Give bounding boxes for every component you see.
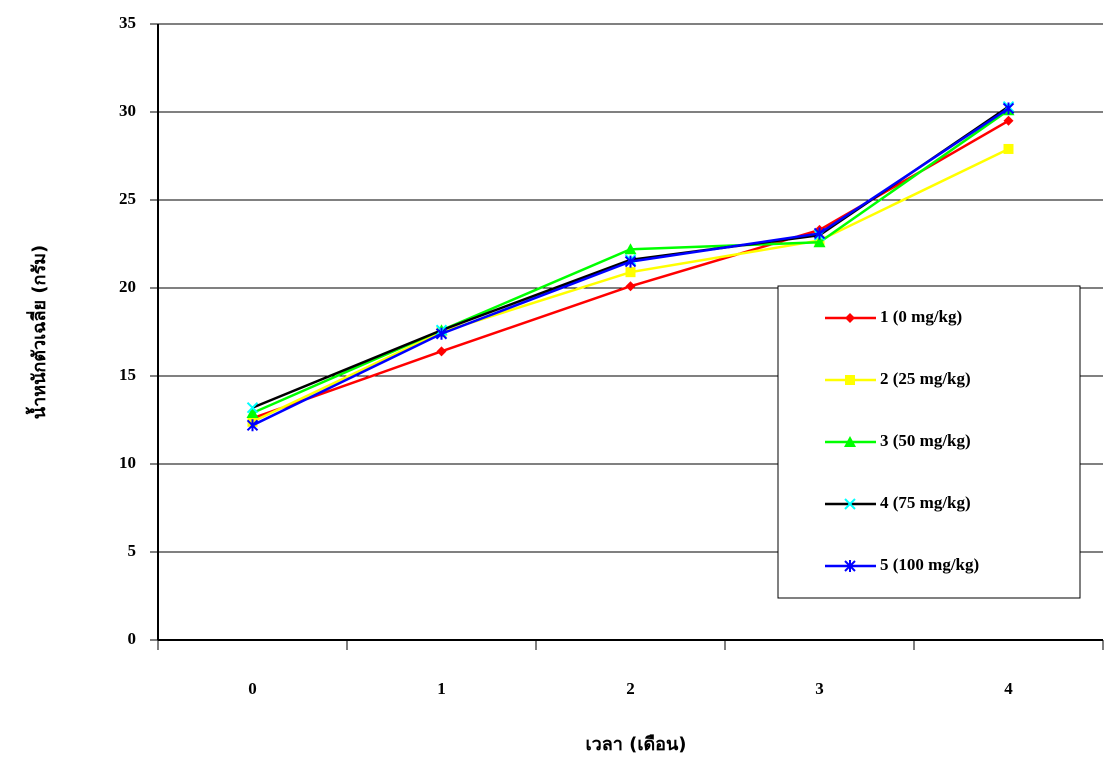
x-tick-label: 4 (1004, 679, 1013, 698)
x-axis-label: เวลา (เดือน) (585, 734, 686, 755)
x-tick-label: 1 (437, 679, 446, 698)
legend-label: 2 (25 mg/kg) (880, 369, 971, 388)
page: {"chart_data": {"type": "line", "x_label… (0, 0, 1104, 781)
y-tick-label: 25 (119, 189, 136, 208)
x-tick-label: 0 (248, 679, 257, 698)
y-tick-label: 15 (119, 365, 136, 384)
legend-label: 5 (100 mg/kg) (880, 555, 979, 574)
y-tick-label: 5 (128, 541, 137, 560)
marker (626, 267, 636, 277)
legend-label: 4 (75 mg/kg) (880, 493, 971, 512)
marker (437, 346, 447, 356)
y-tick-label: 30 (119, 101, 136, 120)
marker (1004, 116, 1014, 126)
x-tick-label: 3 (815, 679, 824, 698)
y-tick-label: 35 (119, 13, 136, 32)
marker (626, 281, 636, 291)
y-tick-label: 10 (119, 453, 136, 472)
y-tick-label: 20 (119, 277, 136, 296)
legend-label: 1 (0 mg/kg) (880, 307, 962, 326)
x-tick-label: 2 (626, 679, 635, 698)
y-axis-label: น้ำหนักตัวเฉลี่ย (กรัม) (25, 245, 50, 419)
marker (845, 375, 855, 385)
y-tick-label: 0 (128, 629, 137, 648)
marker (1004, 144, 1014, 154)
chart: เวลา (เดือน) น้ำหนักตัวเฉลี่ย (กรัม) 0 5 1… (0, 0, 1104, 781)
legend-label: 3 (50 mg/kg) (880, 431, 971, 450)
